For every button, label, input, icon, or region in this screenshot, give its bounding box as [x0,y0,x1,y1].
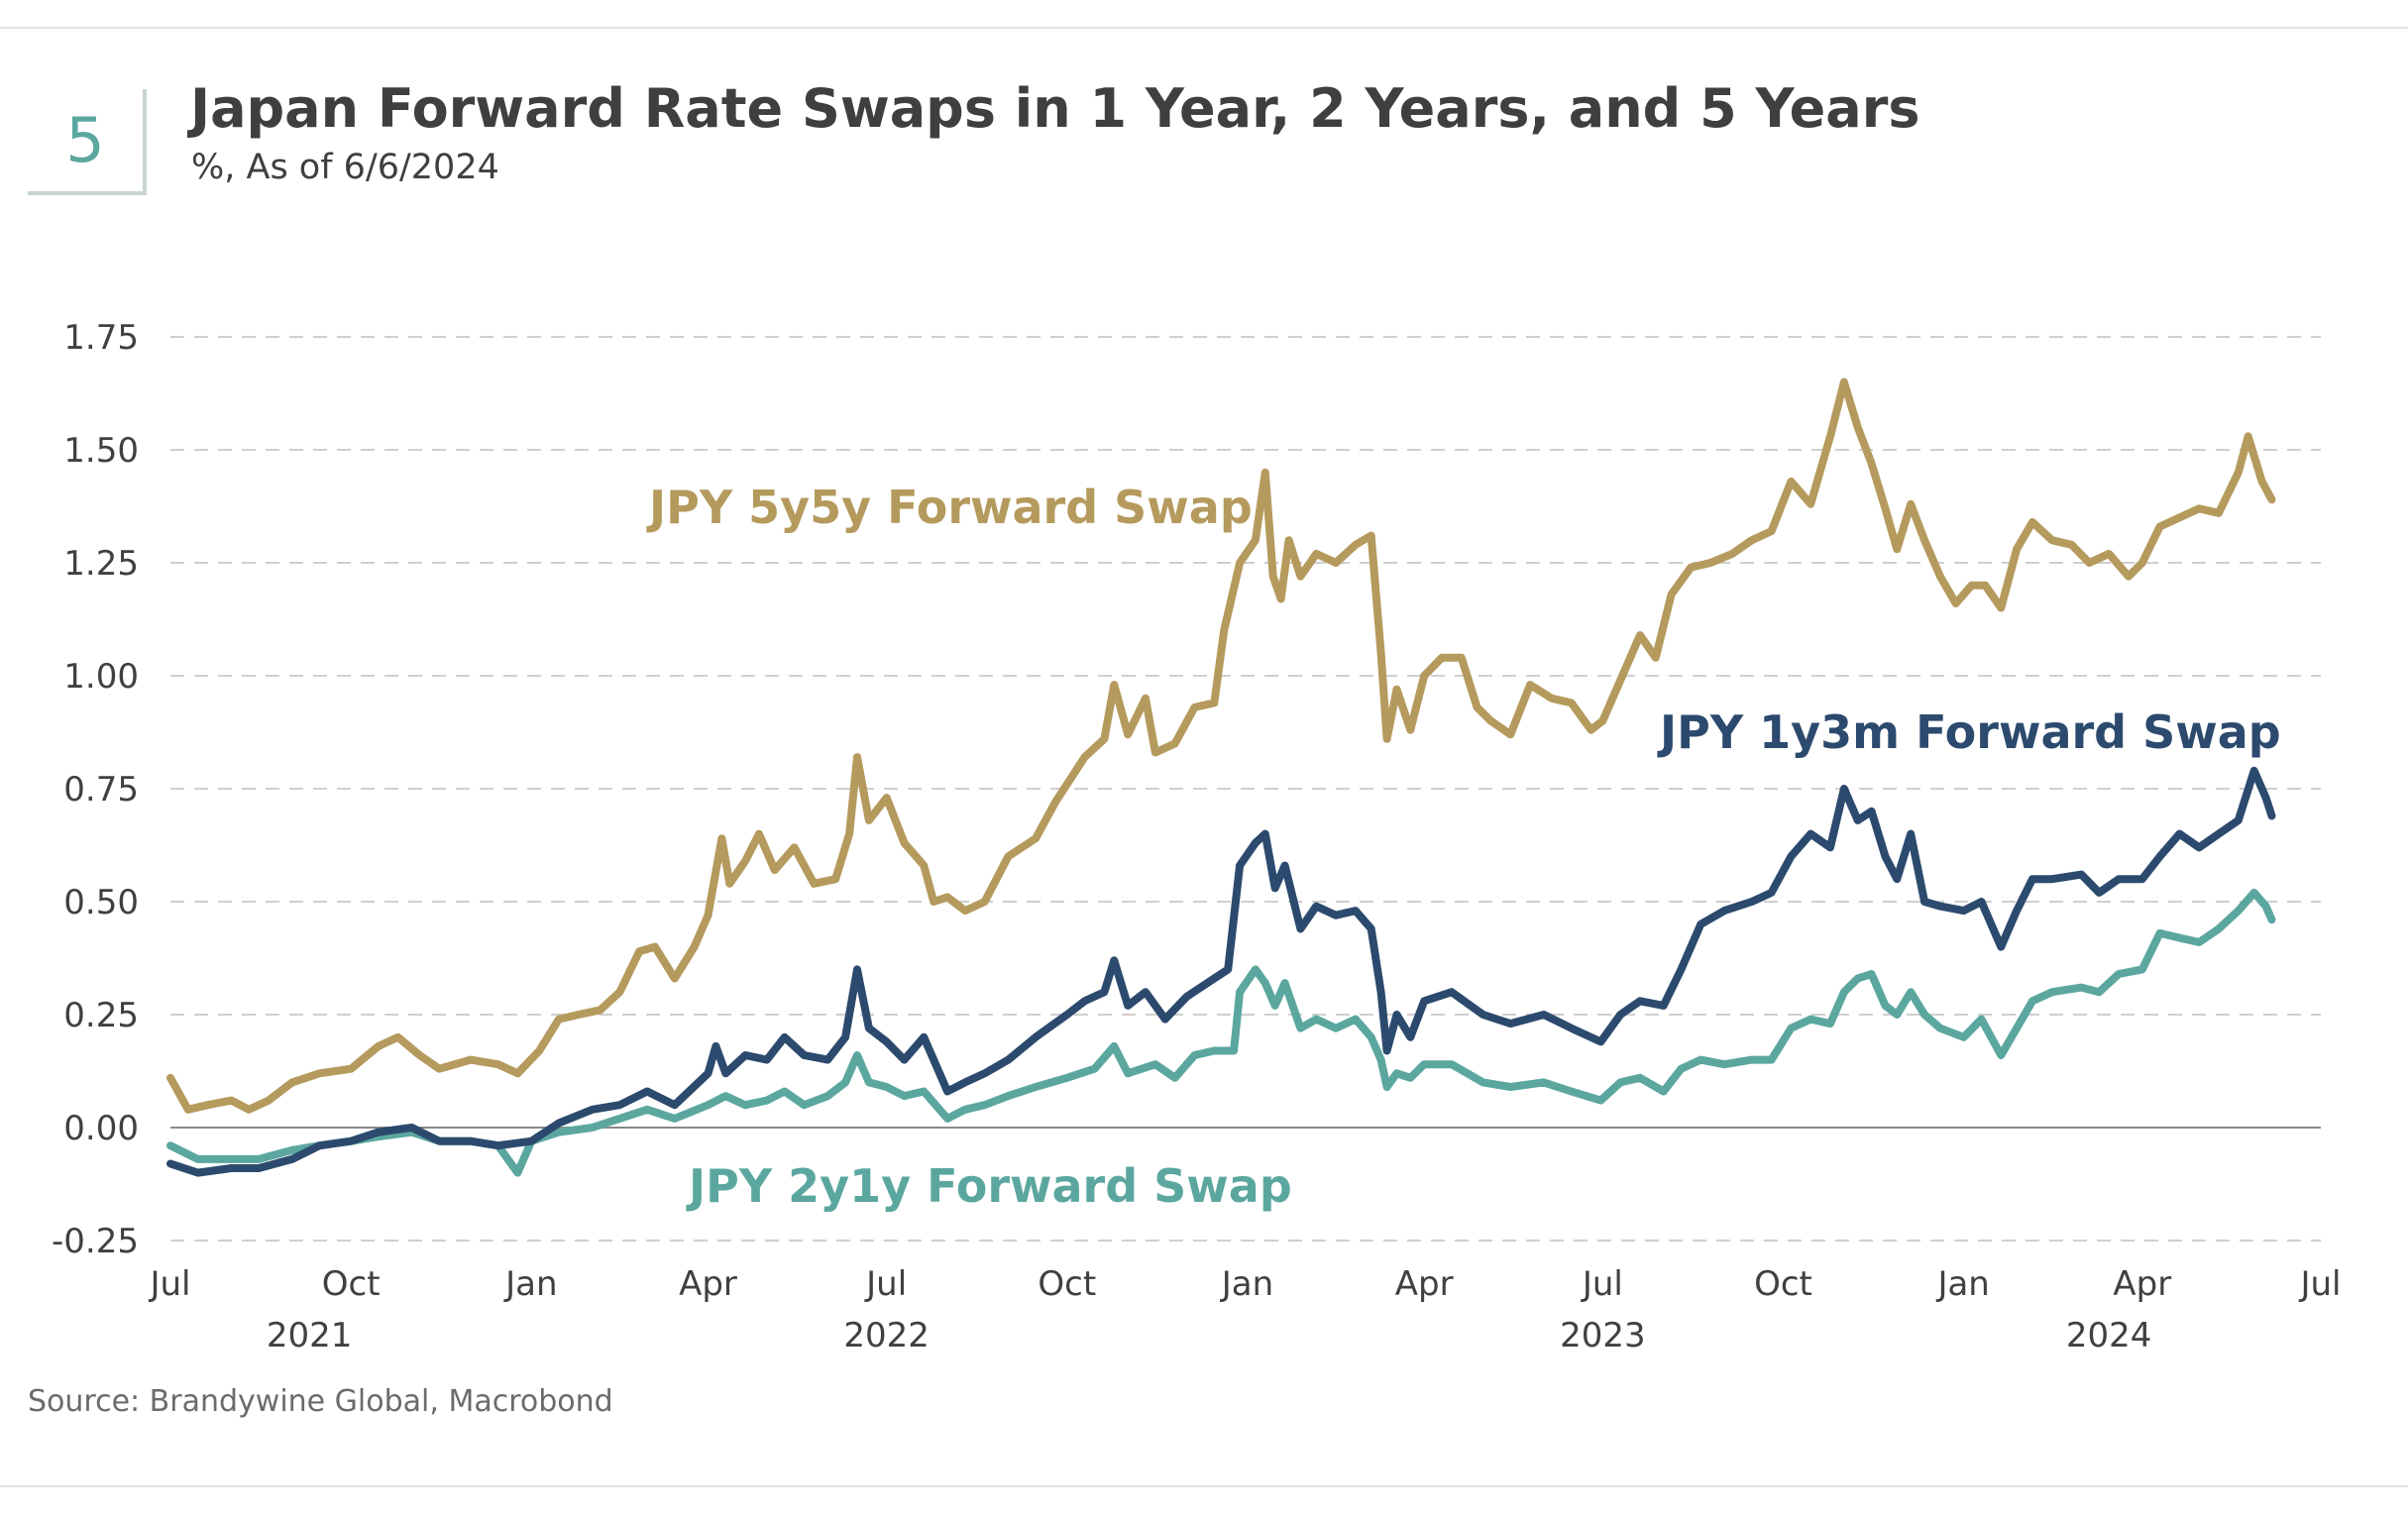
chart-title: Japan Forward Rate Swaps in 1 Year, 2 Ye… [186,77,1919,140]
x-tick-label: Jul [1581,1264,1623,1304]
series-line-jpy-5y5y-forward-swap [166,378,2276,1114]
figure-number-badge: 5 [28,89,147,195]
x-tick-label: Oct [1754,1264,1812,1304]
x-year-label: 2022 [843,1316,930,1355]
x-tick-label: Jan [1935,1264,1989,1304]
plot-area: -0.25 0.00 0.25 0.50 0.75 1.00 1.25 1.50 1.75 Jul… [52,318,2342,1355]
series-line-jpy-2y1y-forward-swap [166,888,2276,1177]
x-tick-label: Jul [864,1264,907,1304]
x-tick-label: Apr [1395,1264,1454,1304]
y-tick-label: 1.25 [63,544,139,584]
series-label: JPY 1y3m Forward Swap [1657,705,2281,759]
x-tick-label: Apr [2113,1264,2171,1304]
y-tick-label: 0.00 [63,1109,139,1148]
x-tick-label: Jul [148,1264,190,1304]
x-tick-label: Jul [2298,1264,2341,1304]
x-tick-label: Oct [322,1264,381,1304]
y-tick-label: 0.25 [63,996,139,1035]
y-tick-label: -0.25 [52,1222,139,1261]
x-tick-label: Apr [679,1264,737,1304]
x-tick-label: Jan [503,1264,557,1304]
y-tick-label: 0.75 [63,770,139,810]
series-label: JPY 2y1y Forward Swap [686,1159,1292,1213]
figure-number: 5 [65,104,104,176]
x-tick-label: Oct [1038,1264,1096,1304]
y-tick-label: 1.75 [63,318,139,358]
x-tick-label: Jan [1220,1264,1273,1304]
y-tick-label: 0.50 [63,883,139,922]
series-label: JPY 5y5y Forward Swap [646,481,1253,534]
y-tick-label: 1.00 [63,657,139,697]
y-tick-label: 1.50 [63,431,139,471]
x-year-label: 2024 [2066,1316,2152,1355]
source-note: Source: Brandywine Global, Macrobond [28,1384,613,1419]
chart-subtitle: %, As of 6/6/2024 [191,148,499,187]
x-year-label: 2023 [1560,1316,1646,1355]
x-year-label: 2021 [267,1316,353,1355]
series-line-jpy-1y3m-forward-swap [166,766,2276,1177]
